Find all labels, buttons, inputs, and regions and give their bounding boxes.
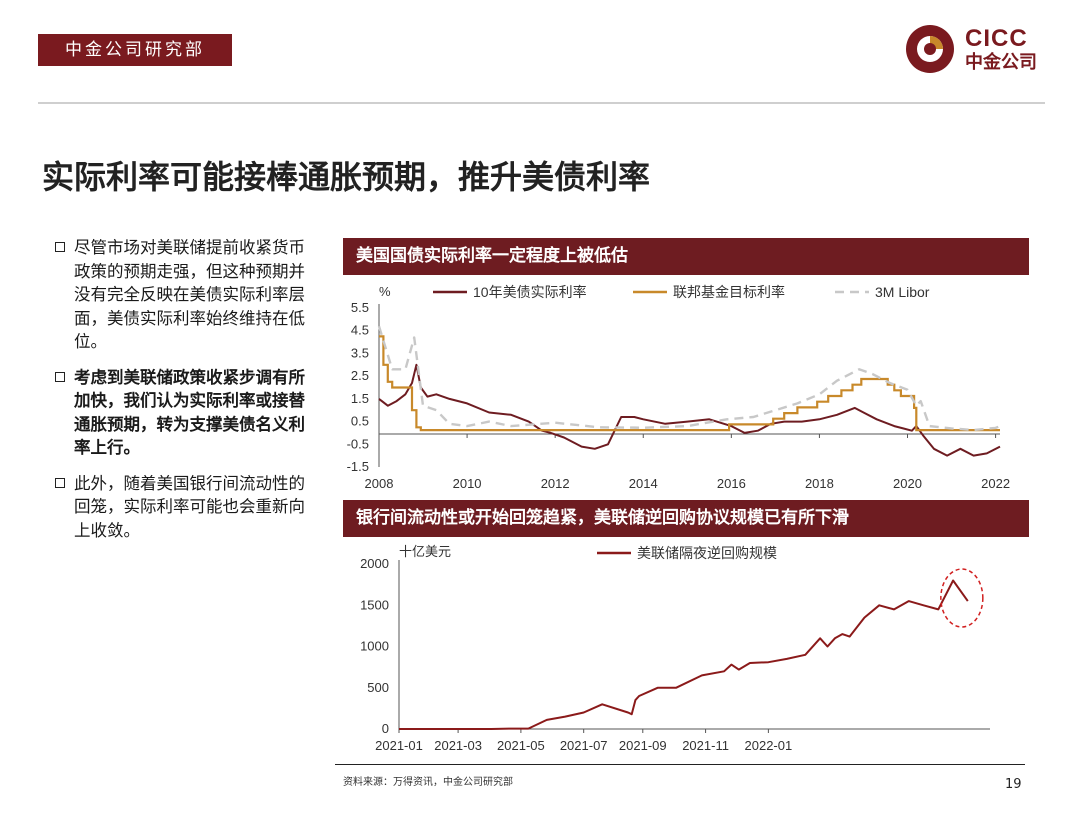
x-tick-label: 2021-05 bbox=[497, 738, 545, 753]
y-tick-label: 5.5 bbox=[351, 300, 369, 315]
legend-label: 3M Libor bbox=[875, 284, 930, 300]
x-tick-label: 2014 bbox=[629, 476, 658, 491]
x-tick-label: 2008 bbox=[365, 476, 394, 491]
bullet-item: 尽管市场对美联储提前收紧货币政策的预期走强，但这种预期并没有完全反映在美债实际利… bbox=[52, 236, 314, 354]
reverse-repo-chart: 2000 1500 1000 500 0 2021-01 2021-03 2021-05 202… bbox=[360, 544, 990, 753]
x-tick-label: 2021-07 bbox=[560, 738, 608, 753]
y-tick-label: 2.5 bbox=[351, 368, 369, 383]
square-bullet-icon bbox=[55, 371, 65, 382]
x-tick-label: 2022-01 bbox=[745, 738, 793, 753]
highlight-circle bbox=[940, 568, 984, 628]
footer-divider bbox=[335, 764, 1025, 765]
x-tick-label: 2016 bbox=[717, 476, 746, 491]
y-tick-label: 4.5 bbox=[351, 323, 369, 338]
x-tick-label: 2010 bbox=[453, 476, 482, 491]
y-tick-label: 1500 bbox=[360, 597, 389, 612]
legend-label: 联邦基金目标利率 bbox=[673, 284, 785, 300]
y-tick-label: 500 bbox=[367, 680, 389, 695]
chart2-header: 银行间流动性或开始回笼趋紧，美联储逆回购协议规模已有所下滑 bbox=[343, 500, 1029, 537]
bullet-text: 尽管市场对美联储提前收紧货币政策的预期走强，但这种预期并没有完全反映在美债实际利… bbox=[74, 238, 305, 351]
y-axis-unit: % bbox=[379, 284, 391, 299]
y-tick-label: 0.5 bbox=[351, 414, 369, 429]
y-tick-label: -0.5 bbox=[347, 436, 369, 451]
real-rate-chart: 5.5 4.5 3.5 2.5 1.5 0.5 -0.5 -1.5 2008 2010 2012 20… bbox=[347, 284, 1010, 491]
logo-text-en: CICC bbox=[965, 25, 1028, 52]
x-tick-label: 2018 bbox=[805, 476, 834, 491]
y-tick-label: 3.5 bbox=[351, 345, 369, 360]
series-line bbox=[378, 363, 1001, 457]
bullet-text: 此外，随着美国银行间流动性的回笼，实际利率可能也会重新向上收敛。 bbox=[74, 473, 305, 540]
x-tick-label: 2021-03 bbox=[434, 738, 482, 753]
x-tick-label: 2021-09 bbox=[619, 738, 667, 753]
y-tick-label: 0 bbox=[382, 721, 389, 736]
bullet-list: 尽管市场对美联储提前收紧货币政策的预期走强，但这种预期并没有完全反映在美债实际利… bbox=[52, 236, 314, 554]
y-axis-unit: 十亿美元 bbox=[399, 544, 451, 559]
x-tick-label: 2020 bbox=[893, 476, 922, 491]
page-title: 实际利率可能接棒通胀预期，推升美债利率 bbox=[42, 158, 651, 196]
chart1-header: 美国国债实际利率一定程度上被低估 bbox=[343, 238, 1029, 275]
header-divider bbox=[38, 102, 1045, 104]
bullet-item: 此外，随着美国银行间流动性的回笼，实际利率可能也会重新向上收敛。 bbox=[52, 472, 314, 543]
logo-text-cn: 中金公司 bbox=[965, 52, 1037, 73]
bullet-text: 考虑到美联储政策收紧步调有所加快，我们认为实际利率或接替通胀预期，转为支撑美债名… bbox=[74, 367, 305, 458]
cicc-logo: CICC 中金公司 bbox=[905, 24, 1045, 80]
square-bullet-icon bbox=[55, 242, 65, 252]
page-number: 19 bbox=[1005, 777, 1022, 792]
x-tick-label: 2021-01 bbox=[375, 738, 423, 753]
x-tick-label: 2022 bbox=[981, 476, 1010, 491]
series-line bbox=[399, 579, 969, 730]
legend-label: 美联储隔夜逆回购规模 bbox=[637, 545, 777, 561]
legend-label: 10年美债实际利率 bbox=[473, 284, 587, 300]
y-tick-label: 2000 bbox=[360, 556, 389, 571]
y-tick-label: 1000 bbox=[360, 639, 389, 654]
y-tick-label: 1.5 bbox=[351, 391, 369, 406]
square-bullet-icon bbox=[55, 477, 65, 488]
x-tick-label: 2021-11 bbox=[682, 738, 729, 753]
series-line bbox=[379, 335, 1000, 432]
bullet-item: 考虑到美联储政策收紧步调有所加快，我们认为实际利率或接替通胀预期，转为支撑美债名… bbox=[52, 366, 314, 460]
x-tick-label: 2012 bbox=[541, 476, 570, 491]
y-tick-label: -1.5 bbox=[347, 459, 369, 474]
series-line bbox=[377, 325, 1001, 432]
cicc-logo-icon bbox=[906, 25, 954, 73]
source-note: 资料来源：万得资讯，中金公司研究部 bbox=[343, 777, 513, 788]
department-tag: 中金公司研究部 bbox=[38, 34, 232, 66]
